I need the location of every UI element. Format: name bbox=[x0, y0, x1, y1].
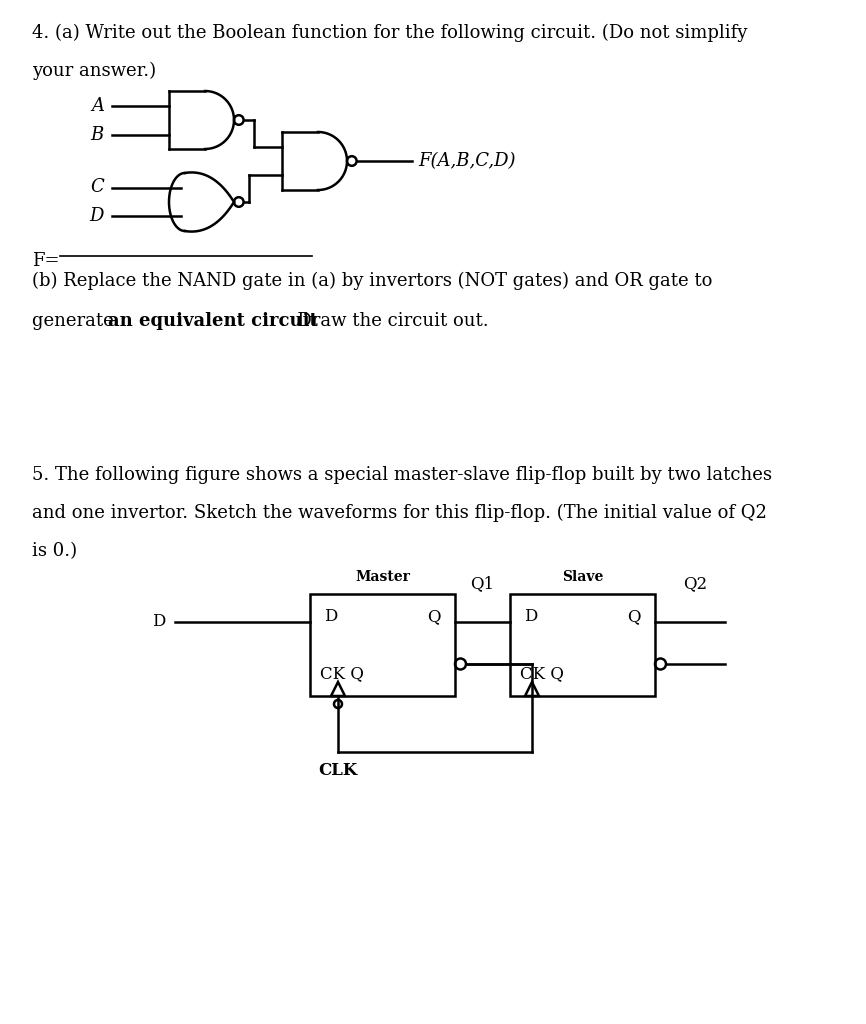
Text: D: D bbox=[89, 208, 104, 225]
Text: Q: Q bbox=[428, 608, 441, 625]
Text: your answer.): your answer.) bbox=[32, 62, 156, 80]
Text: CK Q: CK Q bbox=[320, 665, 364, 682]
Text: is 0.): is 0.) bbox=[32, 542, 77, 560]
Bar bbox=[310, 594, 455, 696]
Text: D: D bbox=[152, 613, 165, 631]
Text: Slave: Slave bbox=[562, 570, 604, 584]
Text: Master: Master bbox=[355, 570, 410, 584]
Text: .  Draw the circuit out.: . Draw the circuit out. bbox=[280, 312, 488, 330]
Text: and one invertor. Sketch the waveforms for this flip-flop. (The initial value of: and one invertor. Sketch the waveforms f… bbox=[32, 504, 767, 522]
Text: 5. The following figure shows a special master-slave flip-flop built by two latc: 5. The following figure shows a special … bbox=[32, 466, 772, 484]
Text: 4. (a) Write out the Boolean function for the following circuit. (Do not simplif: 4. (a) Write out the Boolean function fo… bbox=[32, 24, 747, 42]
Text: CLK: CLK bbox=[319, 762, 358, 779]
Text: an equivalent circuit: an equivalent circuit bbox=[108, 312, 318, 330]
Text: Q1: Q1 bbox=[470, 575, 494, 592]
Text: (b) Replace the NAND gate in (a) by invertors (NOT gates) and OR gate to: (b) Replace the NAND gate in (a) by inve… bbox=[32, 272, 713, 290]
Text: A: A bbox=[91, 96, 104, 115]
Text: generate: generate bbox=[32, 312, 120, 330]
Text: D: D bbox=[324, 608, 338, 625]
Text: C: C bbox=[90, 178, 104, 197]
Text: CK Q: CK Q bbox=[520, 665, 564, 682]
Text: F(A,B,C,D): F(A,B,C,D) bbox=[418, 152, 516, 170]
Text: B: B bbox=[91, 126, 104, 143]
Bar bbox=[510, 594, 655, 696]
Text: F=: F= bbox=[32, 252, 60, 270]
Text: Q2: Q2 bbox=[683, 575, 708, 592]
Text: Q: Q bbox=[628, 608, 641, 625]
Text: D: D bbox=[524, 608, 538, 625]
